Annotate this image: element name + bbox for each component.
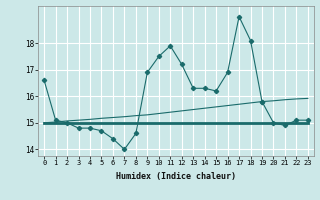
X-axis label: Humidex (Indice chaleur): Humidex (Indice chaleur) — [116, 172, 236, 181]
